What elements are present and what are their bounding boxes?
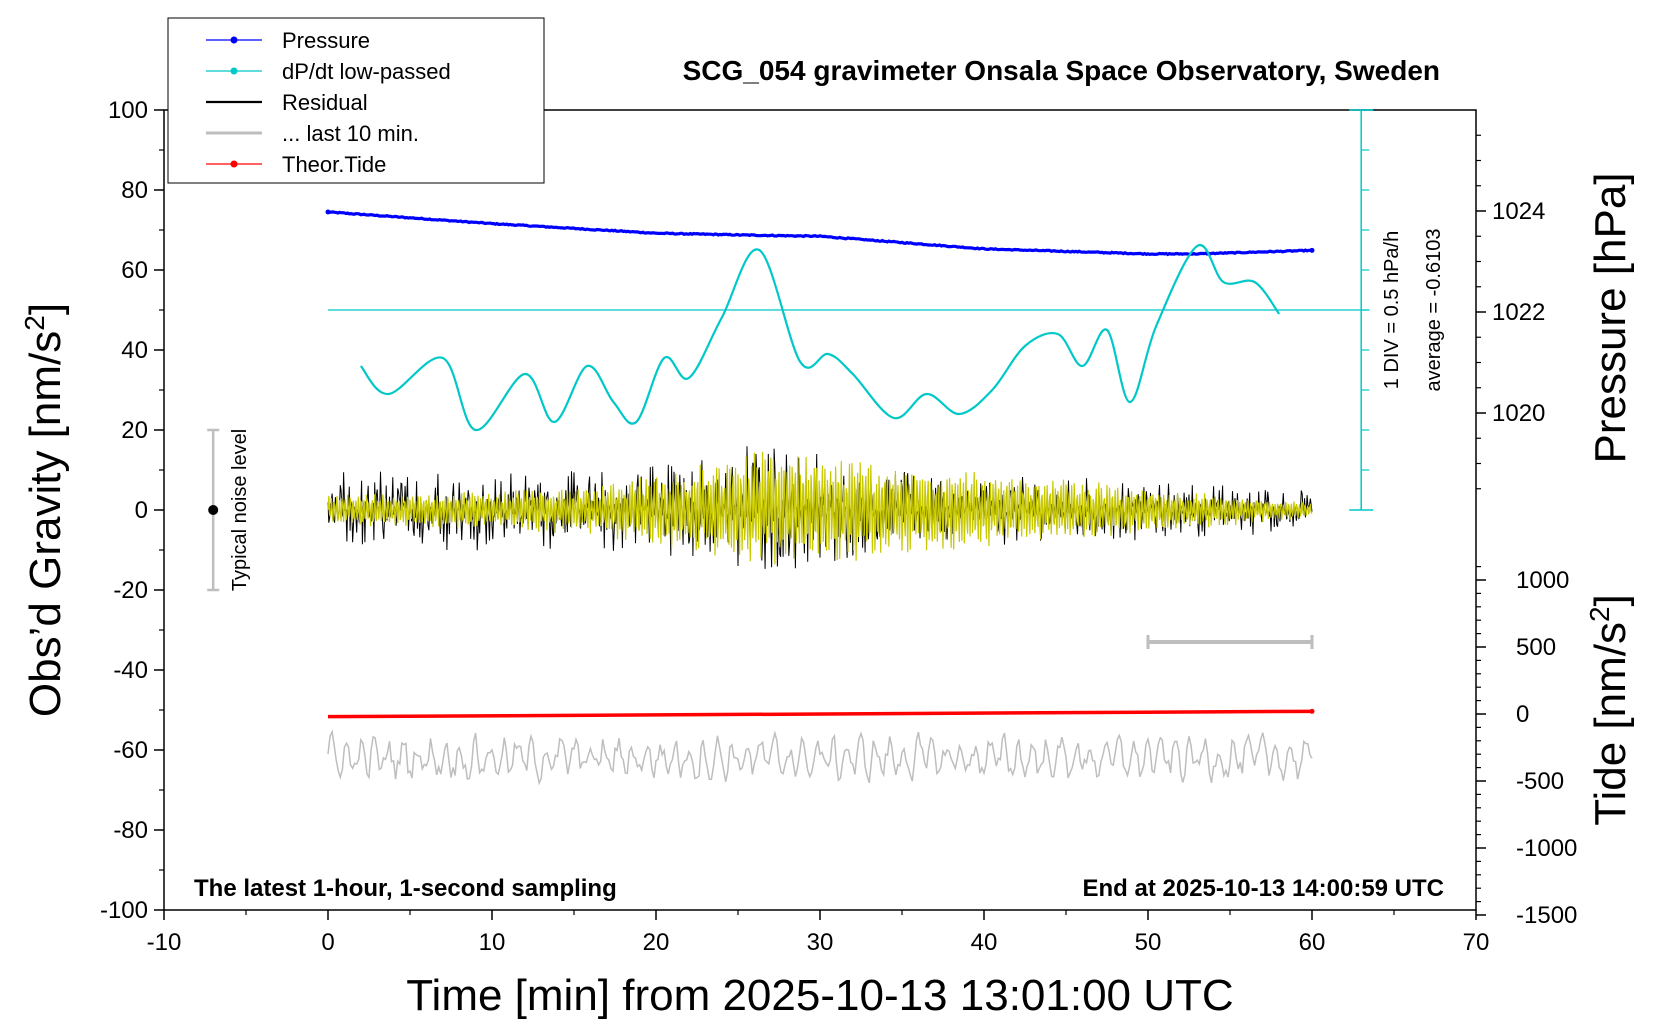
x-tick-label: 0 xyxy=(321,929,334,956)
tide-tick-label: -500 xyxy=(1516,768,1564,795)
legend-box xyxy=(167,17,545,184)
dpdt-scale xyxy=(1349,109,1374,511)
series-layer xyxy=(207,209,1370,786)
y-axis-label-left-end: ] xyxy=(21,303,70,315)
tide-line xyxy=(327,709,1313,719)
last-10-min-line xyxy=(327,729,1313,786)
y-left-tick-label: -20 xyxy=(113,577,148,604)
pressure-tick-label: 1020 xyxy=(1492,400,1545,427)
y-axis-label-left: Obs’d Gravity [nm/s2] xyxy=(19,303,70,717)
legend-marker xyxy=(230,36,238,44)
tide-tick-label: 0 xyxy=(1516,701,1529,728)
tide-tick-label: 500 xyxy=(1516,634,1556,661)
y-left-tick-label: -100 xyxy=(100,897,148,924)
residual-filtered-line xyxy=(327,451,1313,565)
legend: Pressure dP/dt low-passed Residual ... last… xyxy=(167,17,545,184)
x-tick-label: 50 xyxy=(1135,929,1162,956)
legend-label: Theor.Tide xyxy=(282,152,386,177)
tide-axis-label-main: Tide [nm/s xyxy=(1586,622,1635,826)
x-tick-label: 30 xyxy=(807,929,834,956)
scale-div-label: 1 DIV = 0.5 hPa/h xyxy=(1381,231,1403,389)
y-axis-label-left-main: Obs’d Gravity [nm/s xyxy=(21,331,70,717)
y-axis-label-left-sup: 2 xyxy=(19,315,50,331)
y-left-tick-label: -40 xyxy=(113,657,148,684)
tide-axis-label: Tide [nm/s2] xyxy=(1584,594,1635,826)
legend-label: ... last 10 min. xyxy=(282,121,419,146)
bottom-left-note: The latest 1-hour, 1-second sampling xyxy=(194,875,617,902)
legend-marker xyxy=(230,160,238,168)
tide-end-point xyxy=(1309,708,1315,714)
pressure-tick-label: 1022 xyxy=(1492,299,1545,326)
y-left-tick-label: 20 xyxy=(121,417,148,444)
y-left-tick-label: 40 xyxy=(121,337,148,364)
dpdt-line xyxy=(359,244,1281,432)
tide-axis-label-end: ] xyxy=(1586,594,1635,606)
pressure-start-point xyxy=(325,209,331,215)
legend-label: dP/dt low-passed xyxy=(282,59,451,84)
x-tick-label: -10 xyxy=(147,929,182,956)
scale-average-label: average = -0.6103 xyxy=(1423,229,1445,392)
y-left-tick-label: -60 xyxy=(113,737,148,764)
pressure-line xyxy=(327,210,1313,257)
y-left-tick-label: -80 xyxy=(113,817,148,844)
noise-bar-center xyxy=(208,505,219,515)
bottom-right-note: End at 2025-10-13 14:00:59 UTC xyxy=(1083,875,1445,902)
x-tick-label: 40 xyxy=(971,929,998,956)
legend-label: Residual xyxy=(282,90,368,115)
legend-marker xyxy=(230,67,238,75)
pressure-tick-label: 1024 xyxy=(1492,198,1545,225)
x-tick-label: 60 xyxy=(1299,929,1326,956)
tide-tick-label: 1000 xyxy=(1516,567,1569,594)
x-tick-label: 20 xyxy=(643,929,670,956)
y-left-tick-label: 0 xyxy=(135,497,148,524)
pressure-end-point xyxy=(1309,247,1315,253)
noise-level-label: Typical noise level xyxy=(229,429,251,591)
x-axis-label: Time [min] from 2025-10-13 13:01:00 UTC xyxy=(406,971,1233,1020)
y-left-tick-label: 60 xyxy=(121,257,148,284)
x-tick-label: 10 xyxy=(479,929,506,956)
pressure-axis-label: Pressure [hPa] xyxy=(1586,172,1635,463)
chart-title: SCG_054 gravimeter Onsala Space Observat… xyxy=(683,55,1440,86)
x-tick-label: 70 xyxy=(1463,929,1490,956)
legend-label: Pressure xyxy=(282,28,370,53)
y-left-tick-label: 80 xyxy=(121,177,148,204)
tide-tick-label: -1000 xyxy=(1516,835,1577,862)
ticks-layer: -10 0 10 20 30 40 50 60 70100806040200-20-40-60-… xyxy=(100,97,1577,956)
tide-tick-label: -1500 xyxy=(1516,902,1577,929)
tide-axis-label-sup: 2 xyxy=(1584,606,1615,622)
y-left-tick-label: 100 xyxy=(108,97,148,124)
